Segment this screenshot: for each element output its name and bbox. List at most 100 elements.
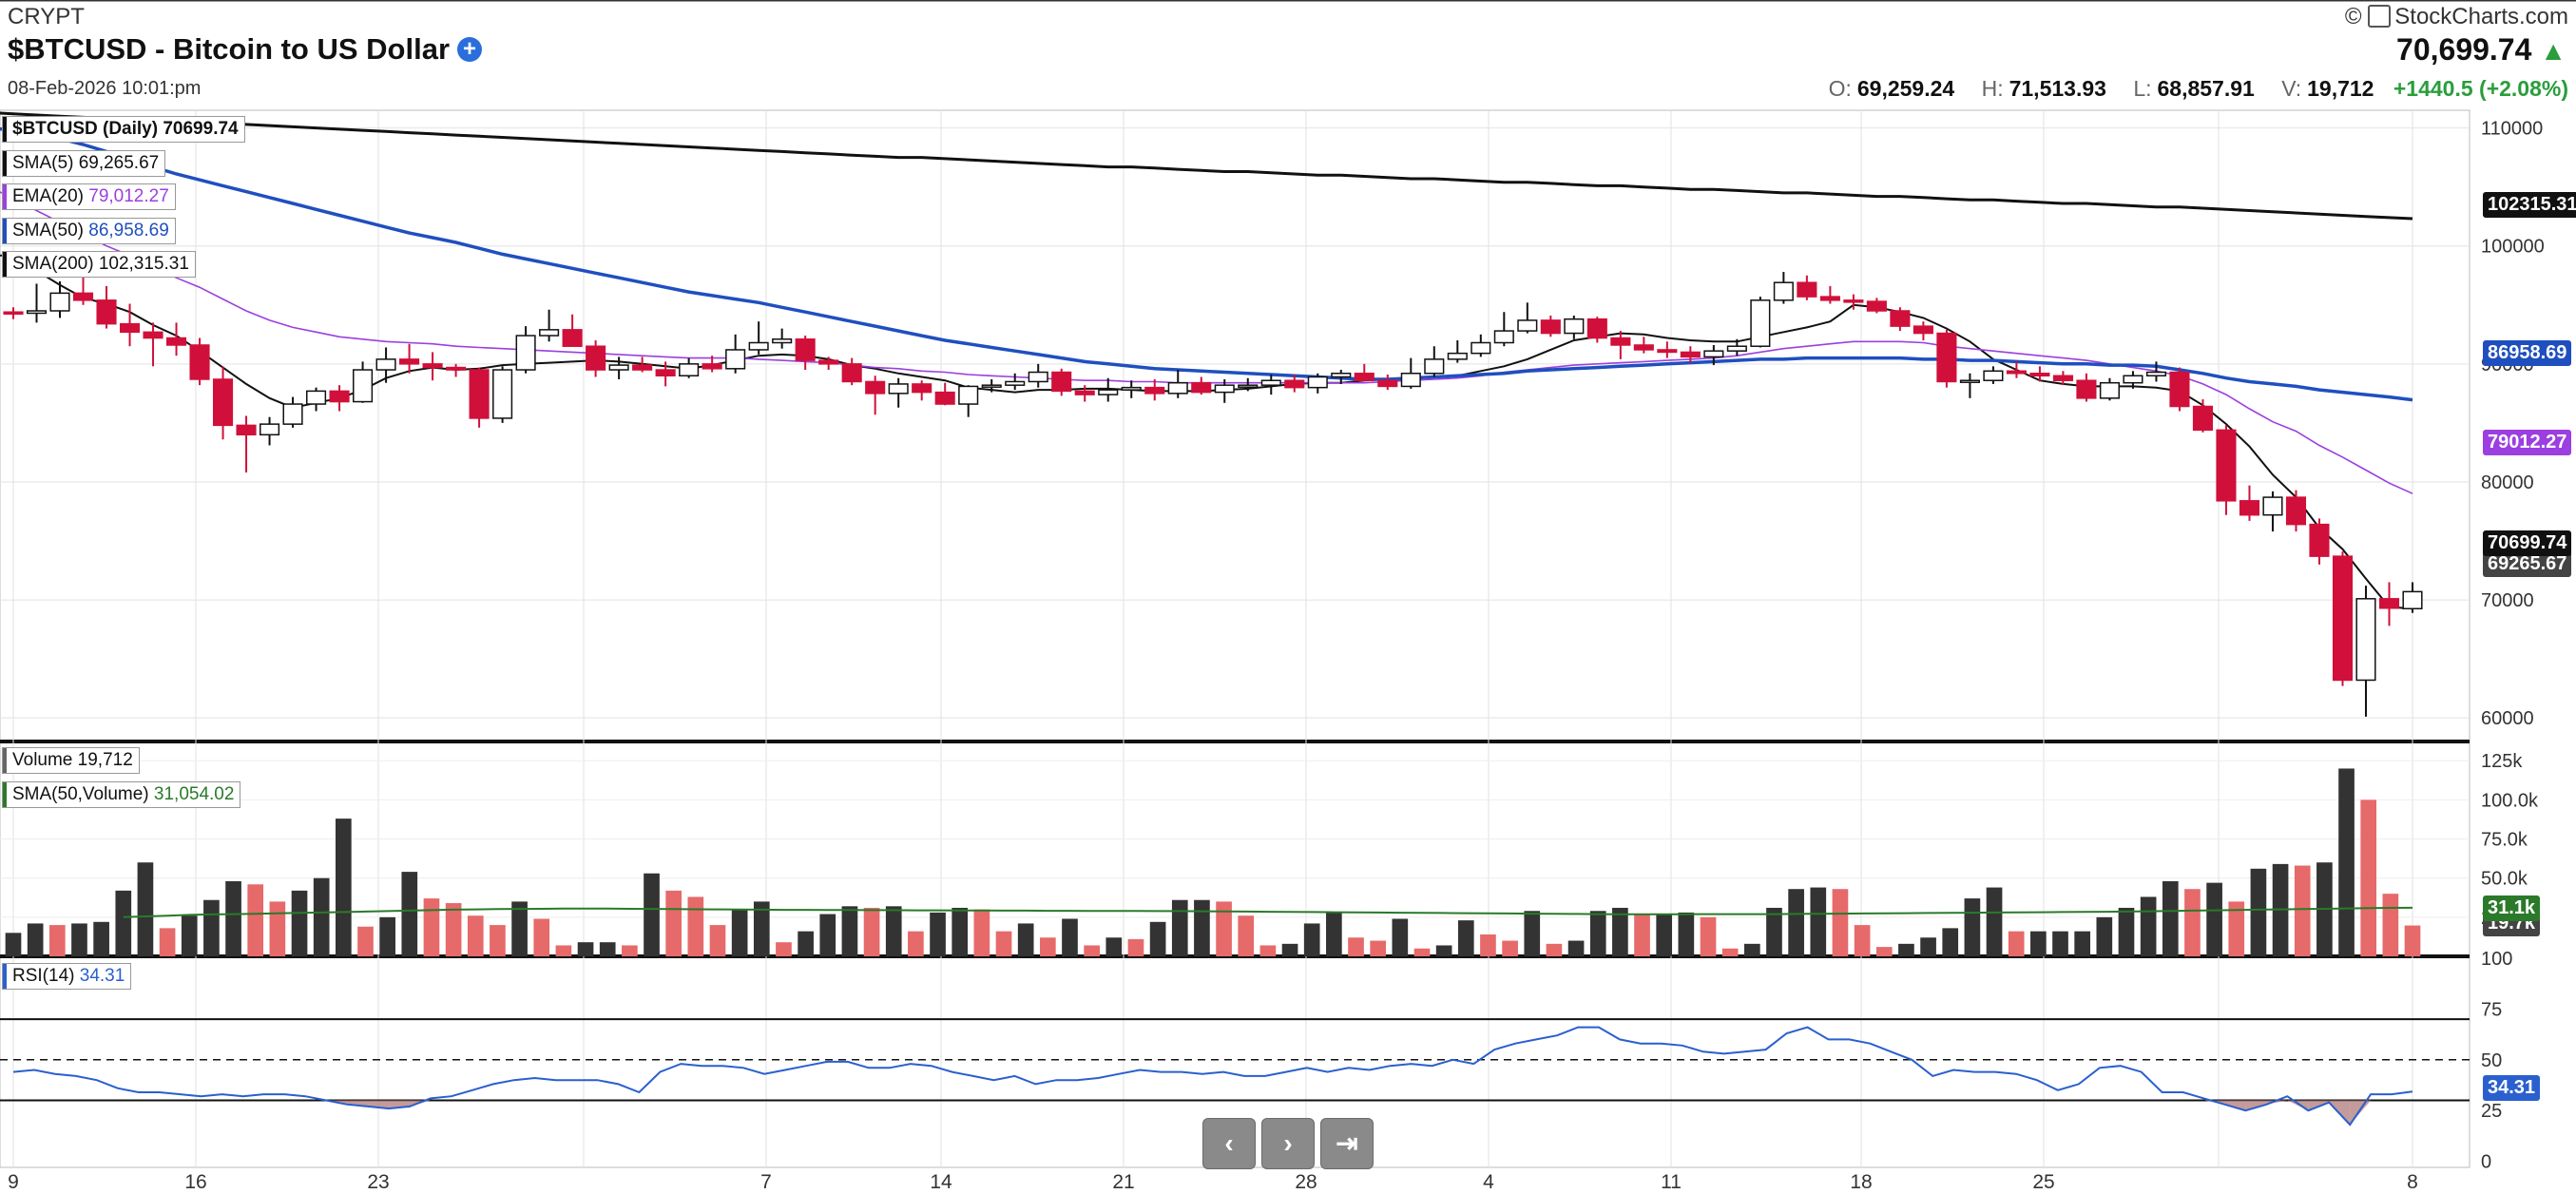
volume-bar (1370, 940, 1387, 956)
volume-bar (511, 901, 528, 956)
candle (2169, 367, 2190, 412)
volume-bar (1502, 940, 1518, 956)
volume-bar (1788, 889, 1804, 956)
volume-tick-label: 100.0k (2481, 790, 2539, 811)
volume-bar (1986, 887, 2003, 956)
candle-body (1983, 370, 2004, 381)
candle (1726, 338, 1747, 356)
candle-body (934, 391, 955, 405)
volume-bar (291, 890, 308, 956)
candle-body (841, 363, 862, 383)
volume-tick-label: 75.0k (2481, 830, 2528, 851)
candle (1959, 373, 1980, 398)
candle (1028, 363, 1048, 388)
candle (1005, 373, 1026, 391)
candle-body (1959, 379, 1980, 383)
legend-sma50: SMA(50) 86,958.69 (2, 218, 176, 244)
volume-bar (2074, 931, 2090, 956)
x-tick-label: 28 (1295, 1171, 1317, 1193)
candle (1936, 329, 1957, 388)
ema20-line (0, 191, 2413, 494)
candle-body (1074, 390, 1095, 395)
volume-bar (1017, 923, 1034, 956)
candle-body (1238, 384, 1259, 388)
legend-ema20: EMA(20) 79,012.27 (2, 183, 176, 210)
last-price: 70,699.74 ▲ (2396, 32, 2566, 67)
volume-bar (1612, 907, 1628, 956)
volume-bar (2052, 931, 2068, 956)
candle-body (679, 363, 700, 377)
x-tick-label: 21 (1112, 1171, 1134, 1193)
low-label: L: (2133, 76, 2152, 101)
candle-body (1726, 345, 1747, 352)
volume-bar (467, 915, 484, 956)
volume-bar (533, 918, 550, 956)
candle-body (1005, 380, 1026, 386)
last-price-tag: 70699.74 (2483, 530, 2572, 556)
volume-sma-line (123, 906, 2413, 918)
candle-body (1214, 384, 1235, 394)
rsi-tick-label: 75 (2481, 999, 2502, 1020)
candle (1144, 378, 1165, 401)
candle (306, 387, 327, 412)
candle (2309, 518, 2330, 565)
volume-bar (2360, 799, 2377, 956)
candle-body (702, 363, 722, 370)
candle (725, 334, 746, 374)
candle (3, 307, 24, 319)
candle (1424, 346, 1445, 377)
y-tick-label: 60000 (2481, 708, 2534, 729)
volume-bar (48, 925, 66, 956)
legend-ema20-label: EMA(20) (12, 186, 84, 206)
candle (912, 380, 932, 401)
candle (2052, 371, 2073, 386)
candle (2145, 361, 2166, 382)
candle-body (1471, 341, 1491, 355)
candle (1680, 346, 1701, 363)
brand[interactable]: © StockCharts.com (2344, 4, 2568, 29)
sma5-line (0, 254, 2413, 610)
add-plus-icon[interactable]: + (457, 37, 483, 62)
volume-bar (973, 909, 990, 956)
y-tick-label: 110000 (2481, 119, 2543, 140)
volume-bar (952, 907, 969, 956)
candle (1098, 377, 1119, 402)
candle-body (912, 383, 932, 394)
candle (586, 340, 606, 377)
volume-bar (2206, 882, 2222, 956)
volume-bar (225, 880, 241, 956)
candle (1284, 375, 1305, 393)
scroll-left-button[interactable]: ‹ (1202, 1118, 1256, 1169)
legend-rsi-value: 34.31 (79, 966, 125, 986)
candle-body (608, 364, 629, 371)
candle-body (1191, 381, 1212, 394)
volume-bar (313, 877, 330, 956)
candle-body (2052, 375, 2073, 381)
candle (1657, 341, 1678, 358)
candle (329, 385, 350, 412)
scroll-end-button[interactable]: ⇥ (1320, 1118, 1374, 1169)
candle-body (3, 311, 24, 315)
legend-volume-value: 19,712 (77, 750, 133, 770)
candle (469, 367, 490, 428)
candle (353, 361, 374, 403)
candle-body (1447, 352, 1468, 360)
sma200-price-tag: 102315.31 (2483, 192, 2576, 218)
scroll-right-button[interactable]: › (1261, 1118, 1315, 1169)
volume-bar (665, 890, 682, 956)
candle-body (2029, 373, 2050, 377)
rsi-tick-label: 0 (2481, 1152, 2491, 1173)
candle (2285, 490, 2307, 532)
candle-body (539, 329, 560, 337)
candle-body (1680, 351, 1701, 358)
chevron-left-icon: ‹ (1224, 1128, 1234, 1158)
candle (1400, 357, 1421, 389)
candle (236, 415, 257, 473)
candle-body (1121, 386, 1142, 391)
volume-label: V: (2281, 76, 2302, 101)
candle (1447, 340, 1468, 363)
candle (1517, 302, 1538, 334)
candle-body (96, 299, 117, 325)
volume-bar (731, 909, 748, 956)
